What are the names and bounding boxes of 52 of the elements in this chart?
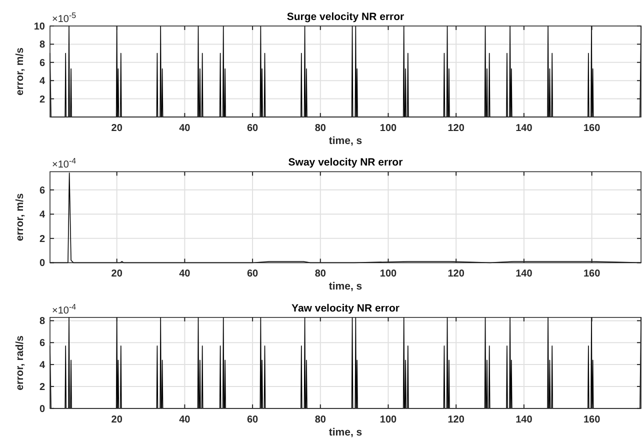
- y-axis-title: error, m/s: [14, 193, 26, 242]
- x-tick-label: 140: [516, 414, 533, 426]
- y-axis-title: error, m/s: [14, 47, 26, 96]
- x-axis-title: time, s: [328, 135, 362, 147]
- chart-title: Yaw velocity NR error: [292, 302, 400, 314]
- x-tick-label: 120: [448, 268, 465, 280]
- y-tick-label: 10: [34, 22, 46, 32]
- text: ×10$^{-4}$: [52, 156, 77, 171]
- x-tick-label: 120: [448, 123, 465, 134]
- x-tick-label: 40: [179, 268, 191, 280]
- line-series: [50, 26, 642, 118]
- x-tick-label: 60: [246, 414, 259, 426]
- x-tick-label: 140: [516, 123, 533, 134]
- x-tick-label: 80: [314, 268, 326, 280]
- y-tick-label: 8: [39, 40, 46, 51]
- line-series: [50, 317, 642, 409]
- y-tick-label: 4: [39, 76, 46, 88]
- x-tick-label: 160: [583, 123, 601, 134]
- y-tick-label: 6: [39, 338, 46, 350]
- x-tick-label: 100: [380, 268, 398, 280]
- y-tick-label: 4: [39, 360, 46, 372]
- x-tick-label: 160: [583, 414, 601, 426]
- x-tick-label: 140: [516, 268, 533, 280]
- x-tick-label: 40: [179, 123, 191, 134]
- x-tick-label: 160: [583, 268, 601, 280]
- x-tick-label: 100: [380, 123, 398, 134]
- x-axis-title: time, s: [328, 280, 362, 293]
- y-tick-label: 2: [39, 382, 46, 393]
- y-tick-label: 6: [39, 58, 46, 69]
- x-tick-label: 80: [314, 123, 326, 134]
- x-tick-label: 100: [380, 414, 398, 426]
- x-tick-label: 120: [448, 414, 465, 426]
- y-tick-label: 6: [39, 185, 46, 196]
- y-tick-label: 4: [39, 210, 46, 221]
- x-axis-title: time, s: [328, 426, 362, 438]
- y-tick-label: 2: [39, 94, 46, 106]
- x-tick-label: 20: [111, 268, 123, 280]
- text: ×10$^{-5}$: [52, 10, 77, 25]
- y-tick-label: 0: [39, 258, 46, 270]
- y-tick-label: 8: [39, 316, 46, 328]
- y-tick-label: 2: [39, 234, 46, 245]
- y-tick-label: 0: [39, 404, 46, 415]
- x-tick-label: 20: [111, 414, 123, 426]
- x-tick-label: 60: [246, 123, 259, 134]
- x-tick-label: 40: [179, 414, 191, 426]
- y-axis-title: error, rad/s: [14, 335, 26, 390]
- x-tick-label: 60: [246, 268, 259, 280]
- x-tick-label: 80: [314, 414, 326, 426]
- x-tick-label: 20: [111, 123, 123, 134]
- text: ×10$^{-4}$: [52, 302, 77, 316]
- chart-title: Surge velocity NR error: [286, 11, 404, 23]
- chart-title: Sway velocity NR error: [288, 156, 403, 169]
